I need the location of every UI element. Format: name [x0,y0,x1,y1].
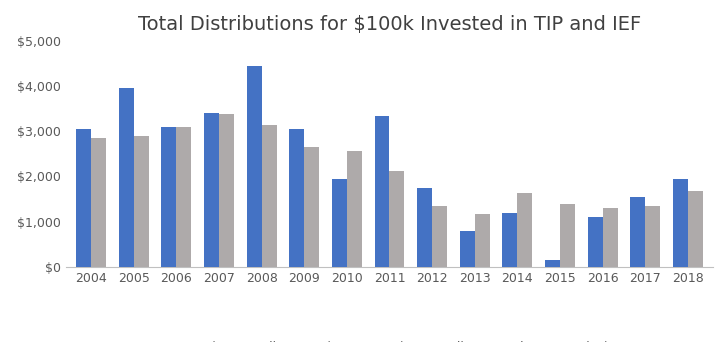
Bar [688,191,703,267]
Bar [76,129,91,267]
Bar [502,213,518,267]
Bar [176,127,191,267]
Bar [289,129,304,267]
Bar [389,171,404,267]
Bar [417,188,432,267]
Bar [304,147,319,267]
Bar [119,89,134,267]
Legend: TIP (Intermediate TIPS), IEF (Intermediate Regular Treasuries): TIP (Intermediate TIPS), IEF (Intermedia… [165,336,614,342]
Bar [645,206,660,267]
Bar [432,206,447,267]
Bar [347,150,362,267]
Bar [587,217,603,267]
Bar [261,124,277,267]
Bar [134,136,149,267]
Bar [332,179,347,267]
Bar [630,197,645,267]
Bar [603,208,617,267]
Bar [91,138,106,267]
Bar [673,179,688,267]
Bar [460,231,475,267]
Bar [219,114,234,267]
Bar [545,260,560,267]
Bar [560,203,575,267]
Bar [518,194,532,267]
Bar [162,127,176,267]
Title: Total Distributions for $100k Invested in TIP and IEF: Total Distributions for $100k Invested i… [138,15,641,34]
Bar [475,214,490,267]
Bar [204,113,219,267]
Bar [247,66,261,267]
Bar [375,116,389,267]
